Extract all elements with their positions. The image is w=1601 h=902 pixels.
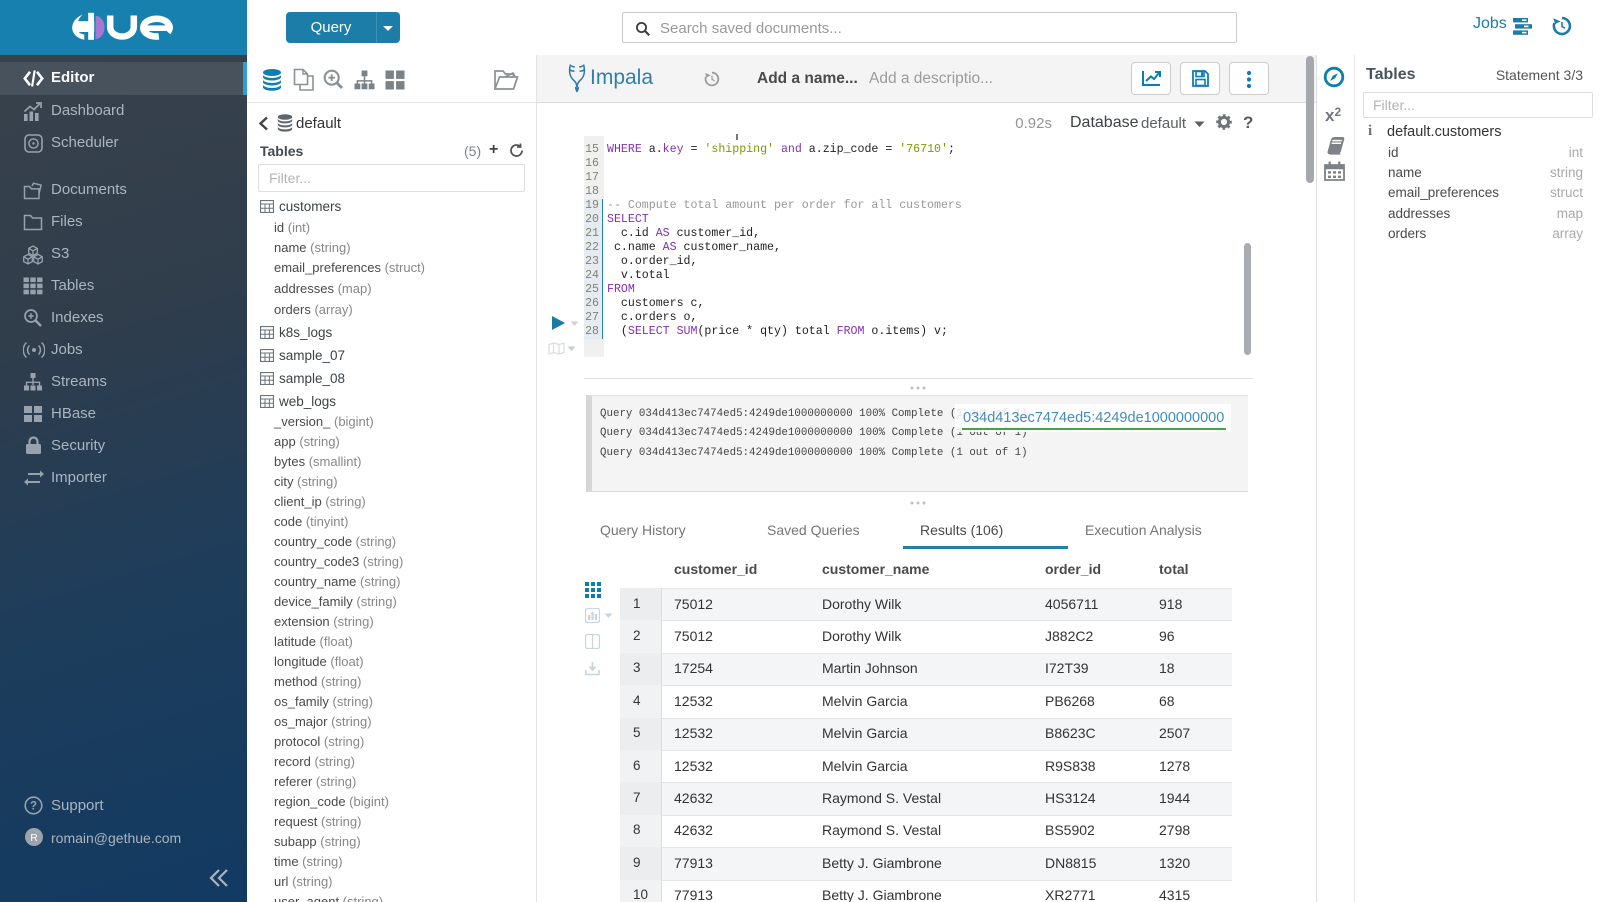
svg-text:R: R [30, 833, 37, 844]
svg-text:?: ? [30, 801, 37, 813]
